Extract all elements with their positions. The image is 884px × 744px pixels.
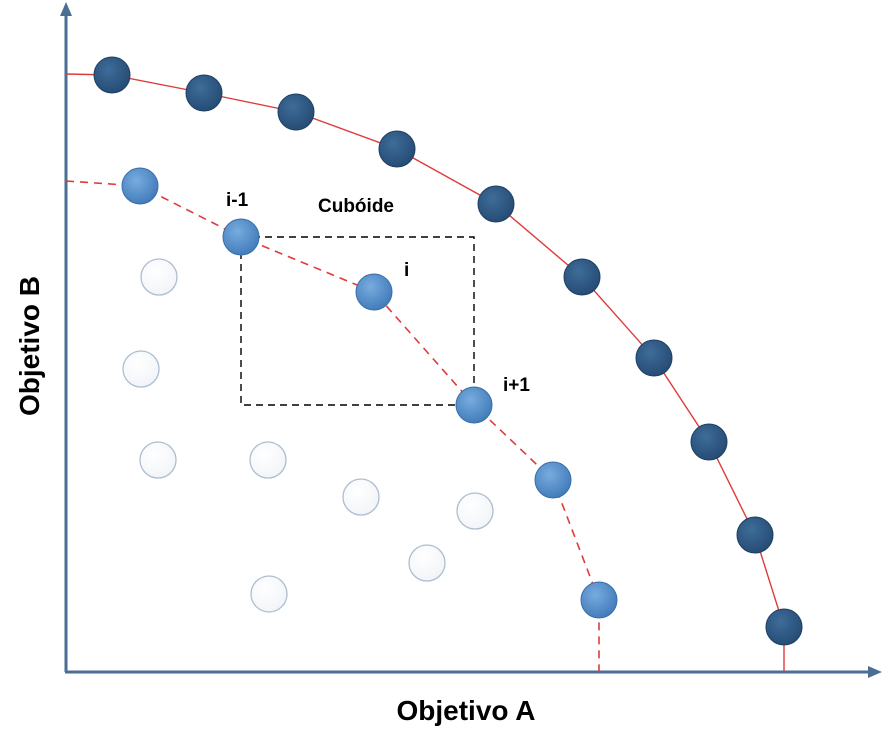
front-1-point bbox=[690, 423, 728, 461]
front-1-points bbox=[93, 56, 803, 646]
y-axis-title: Objetivo B bbox=[14, 276, 45, 416]
front-1-point bbox=[277, 93, 315, 131]
y-axis-arrow bbox=[60, 2, 72, 16]
front-1-point bbox=[378, 130, 416, 168]
x-axis-arrow bbox=[868, 666, 882, 678]
axes bbox=[60, 2, 882, 678]
dominated-point bbox=[139, 441, 177, 479]
front-1-point bbox=[736, 516, 774, 554]
dominated-point bbox=[342, 478, 380, 516]
dominated-point bbox=[122, 350, 160, 388]
front-1-point bbox=[93, 56, 131, 94]
front-1-point bbox=[563, 258, 601, 296]
front-2-point bbox=[534, 461, 572, 499]
front-1-point bbox=[765, 608, 803, 646]
dominated-point bbox=[456, 492, 494, 530]
front-1-point bbox=[635, 339, 673, 377]
cuboid-box bbox=[240, 236, 475, 406]
label-i: i bbox=[404, 260, 409, 281]
front-2-point bbox=[121, 167, 159, 205]
label-i+1: i+1 bbox=[503, 375, 530, 396]
dominated-points bbox=[122, 258, 494, 613]
front-1-point bbox=[185, 74, 223, 112]
dominated-point bbox=[249, 441, 287, 479]
front-1-curve bbox=[65, 73, 785, 672]
front-2-points bbox=[121, 167, 618, 619]
dominated-point bbox=[408, 544, 446, 582]
x-axis-title: Objetivo A bbox=[397, 695, 536, 726]
front-2-point-i-1 bbox=[222, 218, 260, 256]
dominated-point bbox=[140, 258, 178, 296]
front-2-point-i+1 bbox=[455, 386, 493, 424]
front-2-curve bbox=[65, 180, 600, 672]
cuboid-label: Cubóide bbox=[318, 196, 394, 217]
label-i-1: i-1 bbox=[226, 190, 249, 211]
front-2-point-i bbox=[355, 273, 393, 311]
dominated-point bbox=[250, 575, 288, 613]
front-1-point bbox=[477, 185, 515, 223]
front-2-point bbox=[580, 581, 618, 619]
